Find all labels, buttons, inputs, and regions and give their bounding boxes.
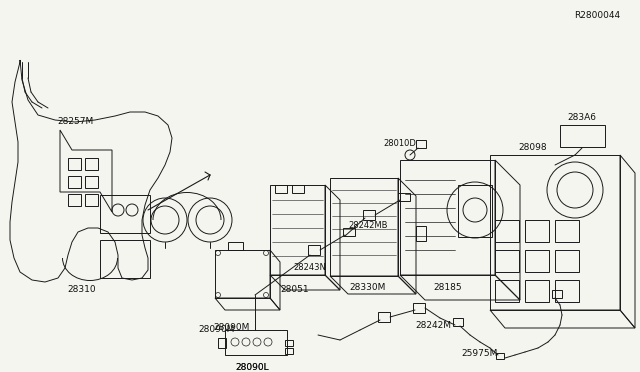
Text: 28242M: 28242M	[415, 321, 451, 330]
Text: 28090M: 28090M	[199, 326, 235, 334]
Text: 283A6: 283A6	[568, 112, 596, 122]
Text: 28330M: 28330M	[350, 283, 386, 292]
Text: R2800044: R2800044	[574, 10, 620, 19]
Text: 28090M: 28090M	[214, 323, 250, 331]
Text: 25975M: 25975M	[462, 349, 498, 357]
Text: 28257M: 28257M	[57, 118, 93, 126]
Text: 28098: 28098	[518, 144, 547, 153]
Text: 28185: 28185	[434, 282, 462, 292]
Text: 28051: 28051	[281, 285, 309, 295]
Text: 28010D: 28010D	[383, 138, 417, 148]
Text: 28242MB: 28242MB	[348, 221, 388, 230]
Text: 28090L: 28090L	[235, 363, 269, 372]
Text: 28243N: 28243N	[294, 263, 326, 273]
Text: 28090L: 28090L	[235, 363, 269, 372]
Text: 28310: 28310	[68, 285, 96, 295]
